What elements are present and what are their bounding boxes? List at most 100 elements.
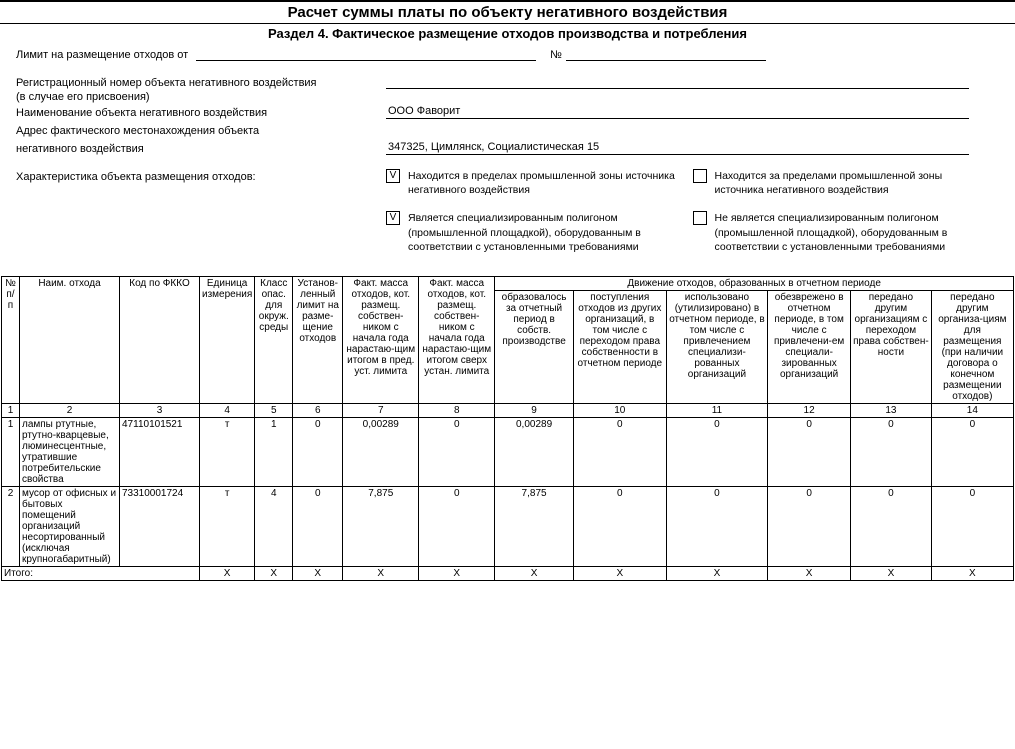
total-x: X [419,566,495,580]
address-value: 347325, Цимлянск, Социалистическая 15 [386,141,969,155]
colnum: 12 [768,403,851,417]
h-m13: передано другим организациям с переходом… [851,290,932,403]
total-x: X [255,566,293,580]
colnum: 5 [255,403,293,417]
checkbox-inside-zone[interactable]: V [386,169,400,183]
colnum: 7 [343,403,419,417]
cell-m13: 0 [851,486,932,566]
h-fm1: Факт. масса отходов, кот. размещ. собств… [343,276,419,403]
limit-number-symbol: № [546,49,566,61]
cell-fm1: 7,875 [343,486,419,566]
page-title: Расчет суммы платы по объекту негативног… [0,0,1015,24]
cell-m14: 0 [931,486,1013,566]
cell-name: лампы ртутные, ртутно-кварцевые, люминес… [20,417,120,486]
h-m12: обезврежено в отчетном периоде, в том чи… [768,290,851,403]
address-spacer [386,123,969,137]
limit-label: Лимит на размещение отходов от [16,49,196,61]
cell-limit: 0 [293,417,343,486]
cell-m13: 0 [851,417,932,486]
total-x: X [851,566,932,580]
column-number-row: 1 2 3 4 5 6 7 8 9 10 11 12 13 14 [2,403,1014,417]
h-np: № п/п [2,276,20,403]
cell-m11: 0 [666,486,767,566]
checkbox-specialized[interactable]: V [386,211,400,225]
checkbox-not-specialized[interactable] [693,211,707,225]
address-label-2: негативного воздействия [16,143,386,155]
cell-name: мусор от офисных и бытовых помещений орг… [20,486,120,566]
checkbox-outside-zone[interactable] [693,169,707,183]
colnum: 10 [573,403,666,417]
h-m9: образовалось за отчетный период в собств… [495,290,574,403]
header-row-1: № п/п Наим. отхода Код по ФККО Единица и… [2,276,1014,290]
total-x: X [200,566,255,580]
name-label: Наименование объекта негативного воздейс… [16,107,386,119]
cell-code: 73310001724 [120,486,200,566]
total-x: X [573,566,666,580]
h-limit: Установ-ленный лимит на разме-щение отхо… [293,276,343,403]
section-title: Раздел 4. Фактическое размещение отходов… [0,24,1015,45]
h-m14: передано другим организа-циям для размещ… [931,290,1013,403]
cell-m9: 7,875 [495,486,574,566]
total-x: X [495,566,574,580]
colnum: 2 [20,403,120,417]
total-x: X [931,566,1013,580]
h-fm2: Факт. масса отходов, кот. размещ. собств… [419,276,495,403]
checkbox-not-specialized-label: Не является специализированным полигоном… [715,211,1000,254]
colnum: 8 [419,403,495,417]
colnum: 13 [851,403,932,417]
cell-m14: 0 [931,417,1013,486]
h-class: Класс опас. для окруж. среды [255,276,293,403]
cell-class: 4 [255,486,293,566]
total-x: X [343,566,419,580]
cell-m10: 0 [573,486,666,566]
total-x: X [293,566,343,580]
h-code: Код по ФККО [120,276,200,403]
colnum: 11 [666,403,767,417]
reg-num-label-1: Регистрационный номер объекта негативног… [16,77,386,89]
limit-date-field [196,49,536,61]
cell-limit: 0 [293,486,343,566]
colnum: 1 [2,403,20,417]
cell-m12: 0 [768,417,851,486]
total-row: Итого: X X X X X X X X X X X [2,566,1014,580]
cell-fm1: 0,00289 [343,417,419,486]
colnum: 9 [495,403,574,417]
total-label: Итого: [2,566,200,580]
colnum: 3 [120,403,200,417]
colnum: 4 [200,403,255,417]
checkbox-inside-zone-label: Находится в пределах промышленной зоны и… [408,169,693,197]
table-row: 1 лампы ртутные, ртутно-кварцевые, люмин… [2,417,1014,486]
cell-m9: 0,00289 [495,417,574,486]
colnum: 6 [293,403,343,417]
cell-m10: 0 [573,417,666,486]
total-x: X [768,566,851,580]
cell-code: 47110101521 [120,417,200,486]
waste-table-body: 1 лампы ртутные, ртутно-кварцевые, люмин… [2,417,1014,580]
cell-unit: т [200,486,255,566]
address-label-1: Адрес фактического местонахождения объек… [16,125,386,137]
limit-number-field [566,49,766,61]
cell-n: 1 [2,417,20,486]
total-x: X [666,566,767,580]
characteristics-label: Характеристика объекта размещения отходо… [16,169,386,268]
cell-m11: 0 [666,417,767,486]
checkbox-specialized-label: Является специализированным полигоном (п… [408,211,693,254]
cell-fm2: 0 [419,486,495,566]
limit-row: Лимит на размещение отходов от № [16,49,999,61]
reg-num-label-2: (в случае его присвоения) [16,91,999,103]
cell-unit: т [200,417,255,486]
checkbox-outside-zone-label: Находится за пределами промышленной зоны… [715,169,1000,197]
cell-fm2: 0 [419,417,495,486]
h-move-group: Движение отходов, образованных в отчетно… [495,276,1014,290]
h-m10: поступления отходов из других организаци… [573,290,666,403]
h-name: Наим. отхода [20,276,120,403]
table-row: 2 мусор от офисных и бытовых помещений о… [2,486,1014,566]
colnum: 14 [931,403,1013,417]
cell-class: 1 [255,417,293,486]
h-unit: Единица измерения [200,276,255,403]
waste-table: № п/п Наим. отхода Код по ФККО Единица и… [1,276,1014,581]
cell-n: 2 [2,486,20,566]
cell-m12: 0 [768,486,851,566]
h-m11: использовано (утилизировано) в отчетном … [666,290,767,403]
name-value: ООО Фаворит [386,105,969,119]
